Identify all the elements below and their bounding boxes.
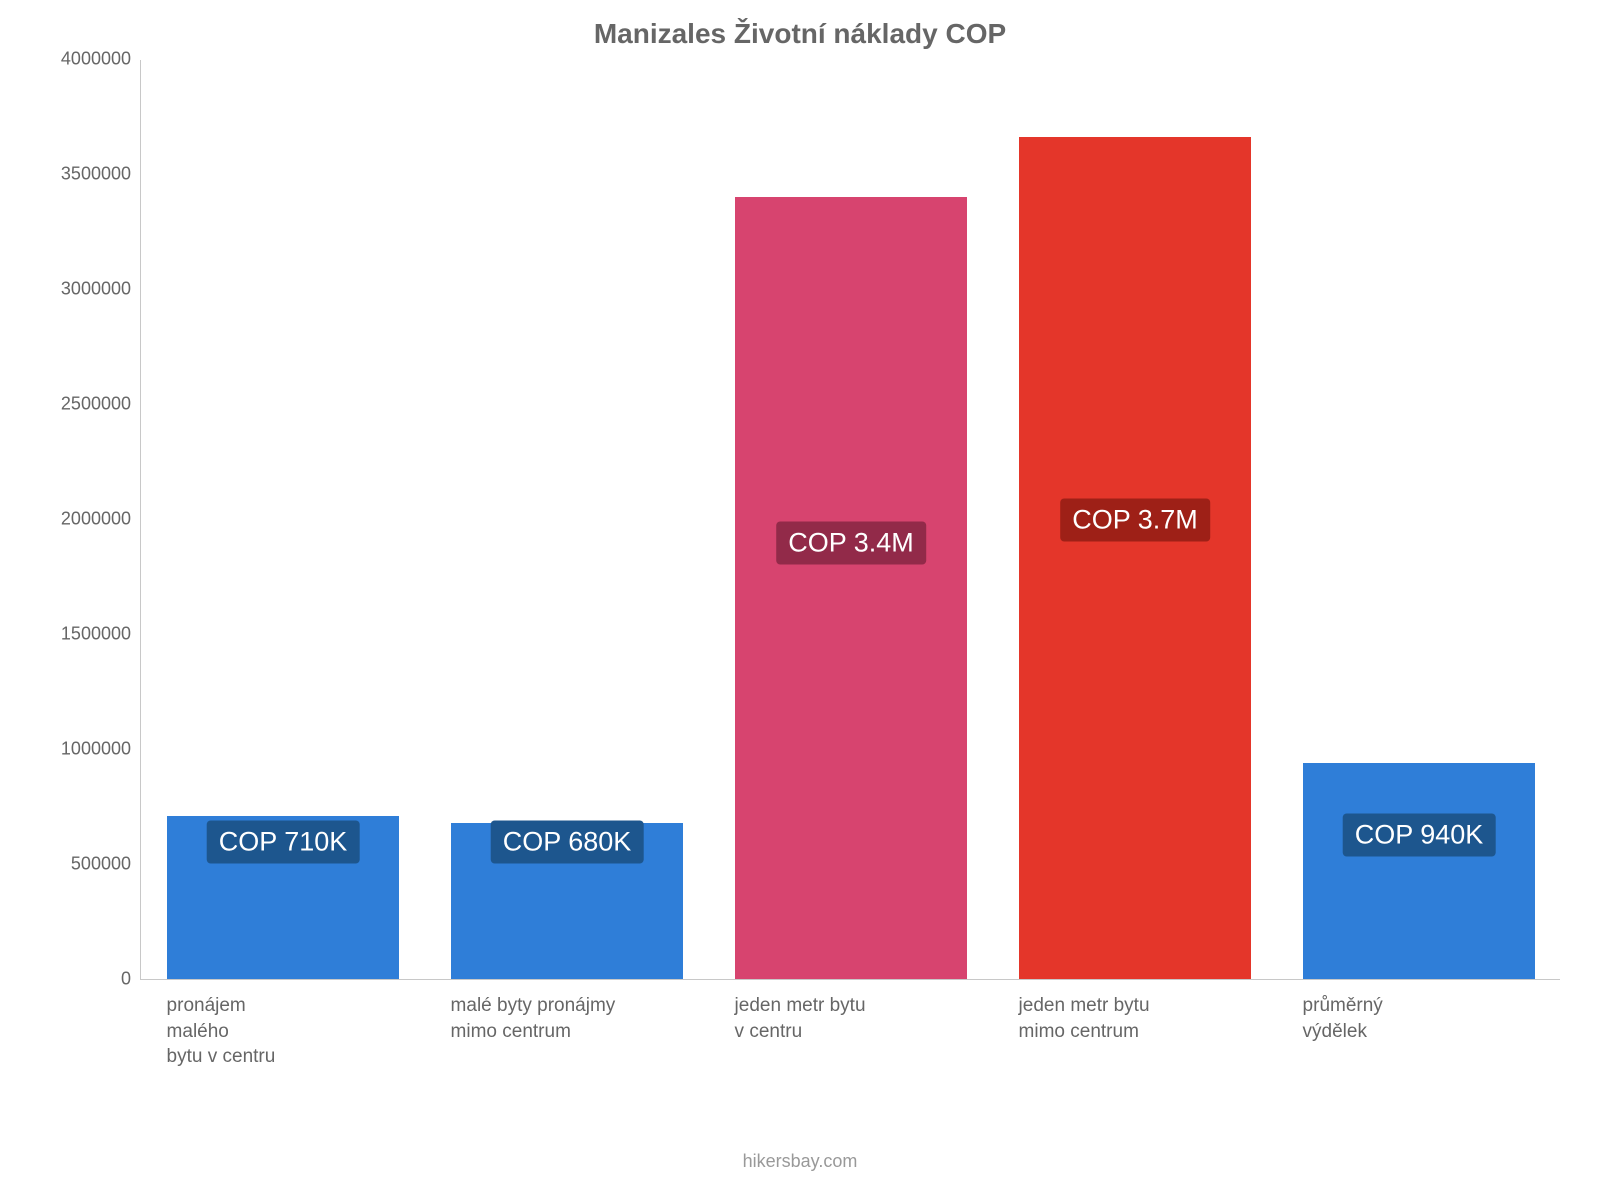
x-category-label: jeden metr bytumimo centrum <box>1019 979 1252 1044</box>
bar-value-badge: COP 680K <box>491 821 644 864</box>
bar <box>1019 137 1252 979</box>
x-category-label: pronájemmaléhobytu v centru <box>167 979 400 1070</box>
bar-value-badge: COP 940K <box>1343 814 1496 857</box>
chart-container: Manizales Životní náklady COP 0500000100… <box>0 0 1600 1200</box>
chart-title: Manizales Životní náklady COP <box>0 18 1600 50</box>
y-tick-label: 2000000 <box>61 509 141 530</box>
y-tick-label: 3500000 <box>61 164 141 185</box>
y-tick-label: 1000000 <box>61 739 141 760</box>
y-tick-label: 0 <box>121 969 141 990</box>
bar-value-badge: COP 3.4M <box>776 522 926 565</box>
bar <box>735 197 968 979</box>
y-tick-label: 3000000 <box>61 279 141 300</box>
x-category-label: jeden metr bytuv centru <box>735 979 968 1044</box>
y-tick-label: 500000 <box>71 854 141 875</box>
bar-value-badge: COP 3.7M <box>1060 499 1210 542</box>
plot-area: 0500000100000015000002000000250000030000… <box>140 60 1560 980</box>
y-tick-label: 4000000 <box>61 49 141 70</box>
y-tick-label: 2500000 <box>61 394 141 415</box>
y-tick-label: 1500000 <box>61 624 141 645</box>
x-category-label: průměrnývýdělek <box>1303 979 1536 1044</box>
x-category-label: malé byty pronájmymimo centrum <box>451 979 684 1044</box>
bar-value-badge: COP 710K <box>207 821 360 864</box>
chart-credit: hikersbay.com <box>0 1151 1600 1172</box>
bar <box>1303 763 1536 979</box>
